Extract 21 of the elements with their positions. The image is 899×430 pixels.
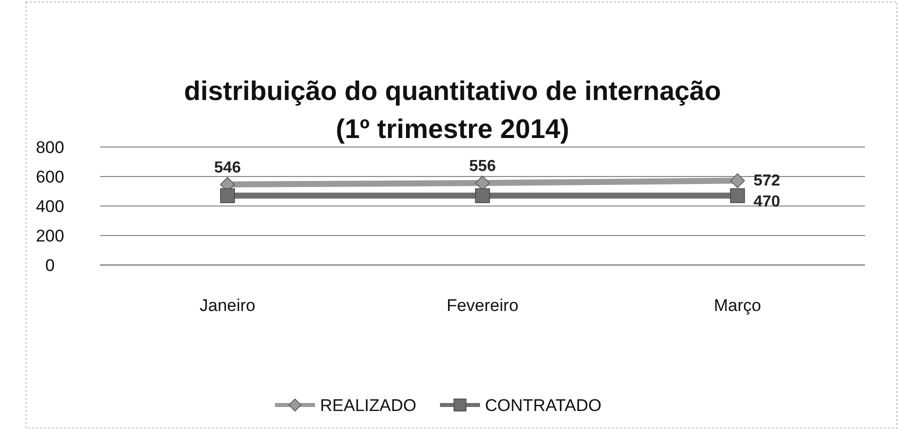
data-label: 556	[469, 158, 496, 175]
data-label: 470	[754, 194, 780, 211]
y-tick-label: 0	[45, 256, 55, 275]
y-tick-label: 600	[36, 168, 64, 186]
point	[730, 188, 745, 204]
chart-subtitle: (1º trimestre 2014)	[336, 114, 570, 144]
chart-title: distribuição do quantitativo de internação	[184, 76, 722, 106]
data-label: 546	[214, 159, 241, 176]
point	[475, 176, 490, 190]
data-label: 572	[754, 172, 780, 190]
x-tick-label: Fevereiro	[446, 296, 518, 315]
point	[730, 173, 745, 188]
point	[475, 188, 490, 204]
y-tick-label: 800	[36, 138, 64, 157]
x-tick-label: Março	[714, 296, 762, 315]
x-tick-label: Janeiro	[200, 296, 256, 315]
point	[220, 188, 235, 204]
y-tick-label: 400	[36, 197, 64, 216]
legend-label: CONTRATADO	[485, 396, 602, 415]
legend-label: REALIZADO	[320, 396, 416, 415]
y-tick-label: 200	[36, 226, 64, 246]
